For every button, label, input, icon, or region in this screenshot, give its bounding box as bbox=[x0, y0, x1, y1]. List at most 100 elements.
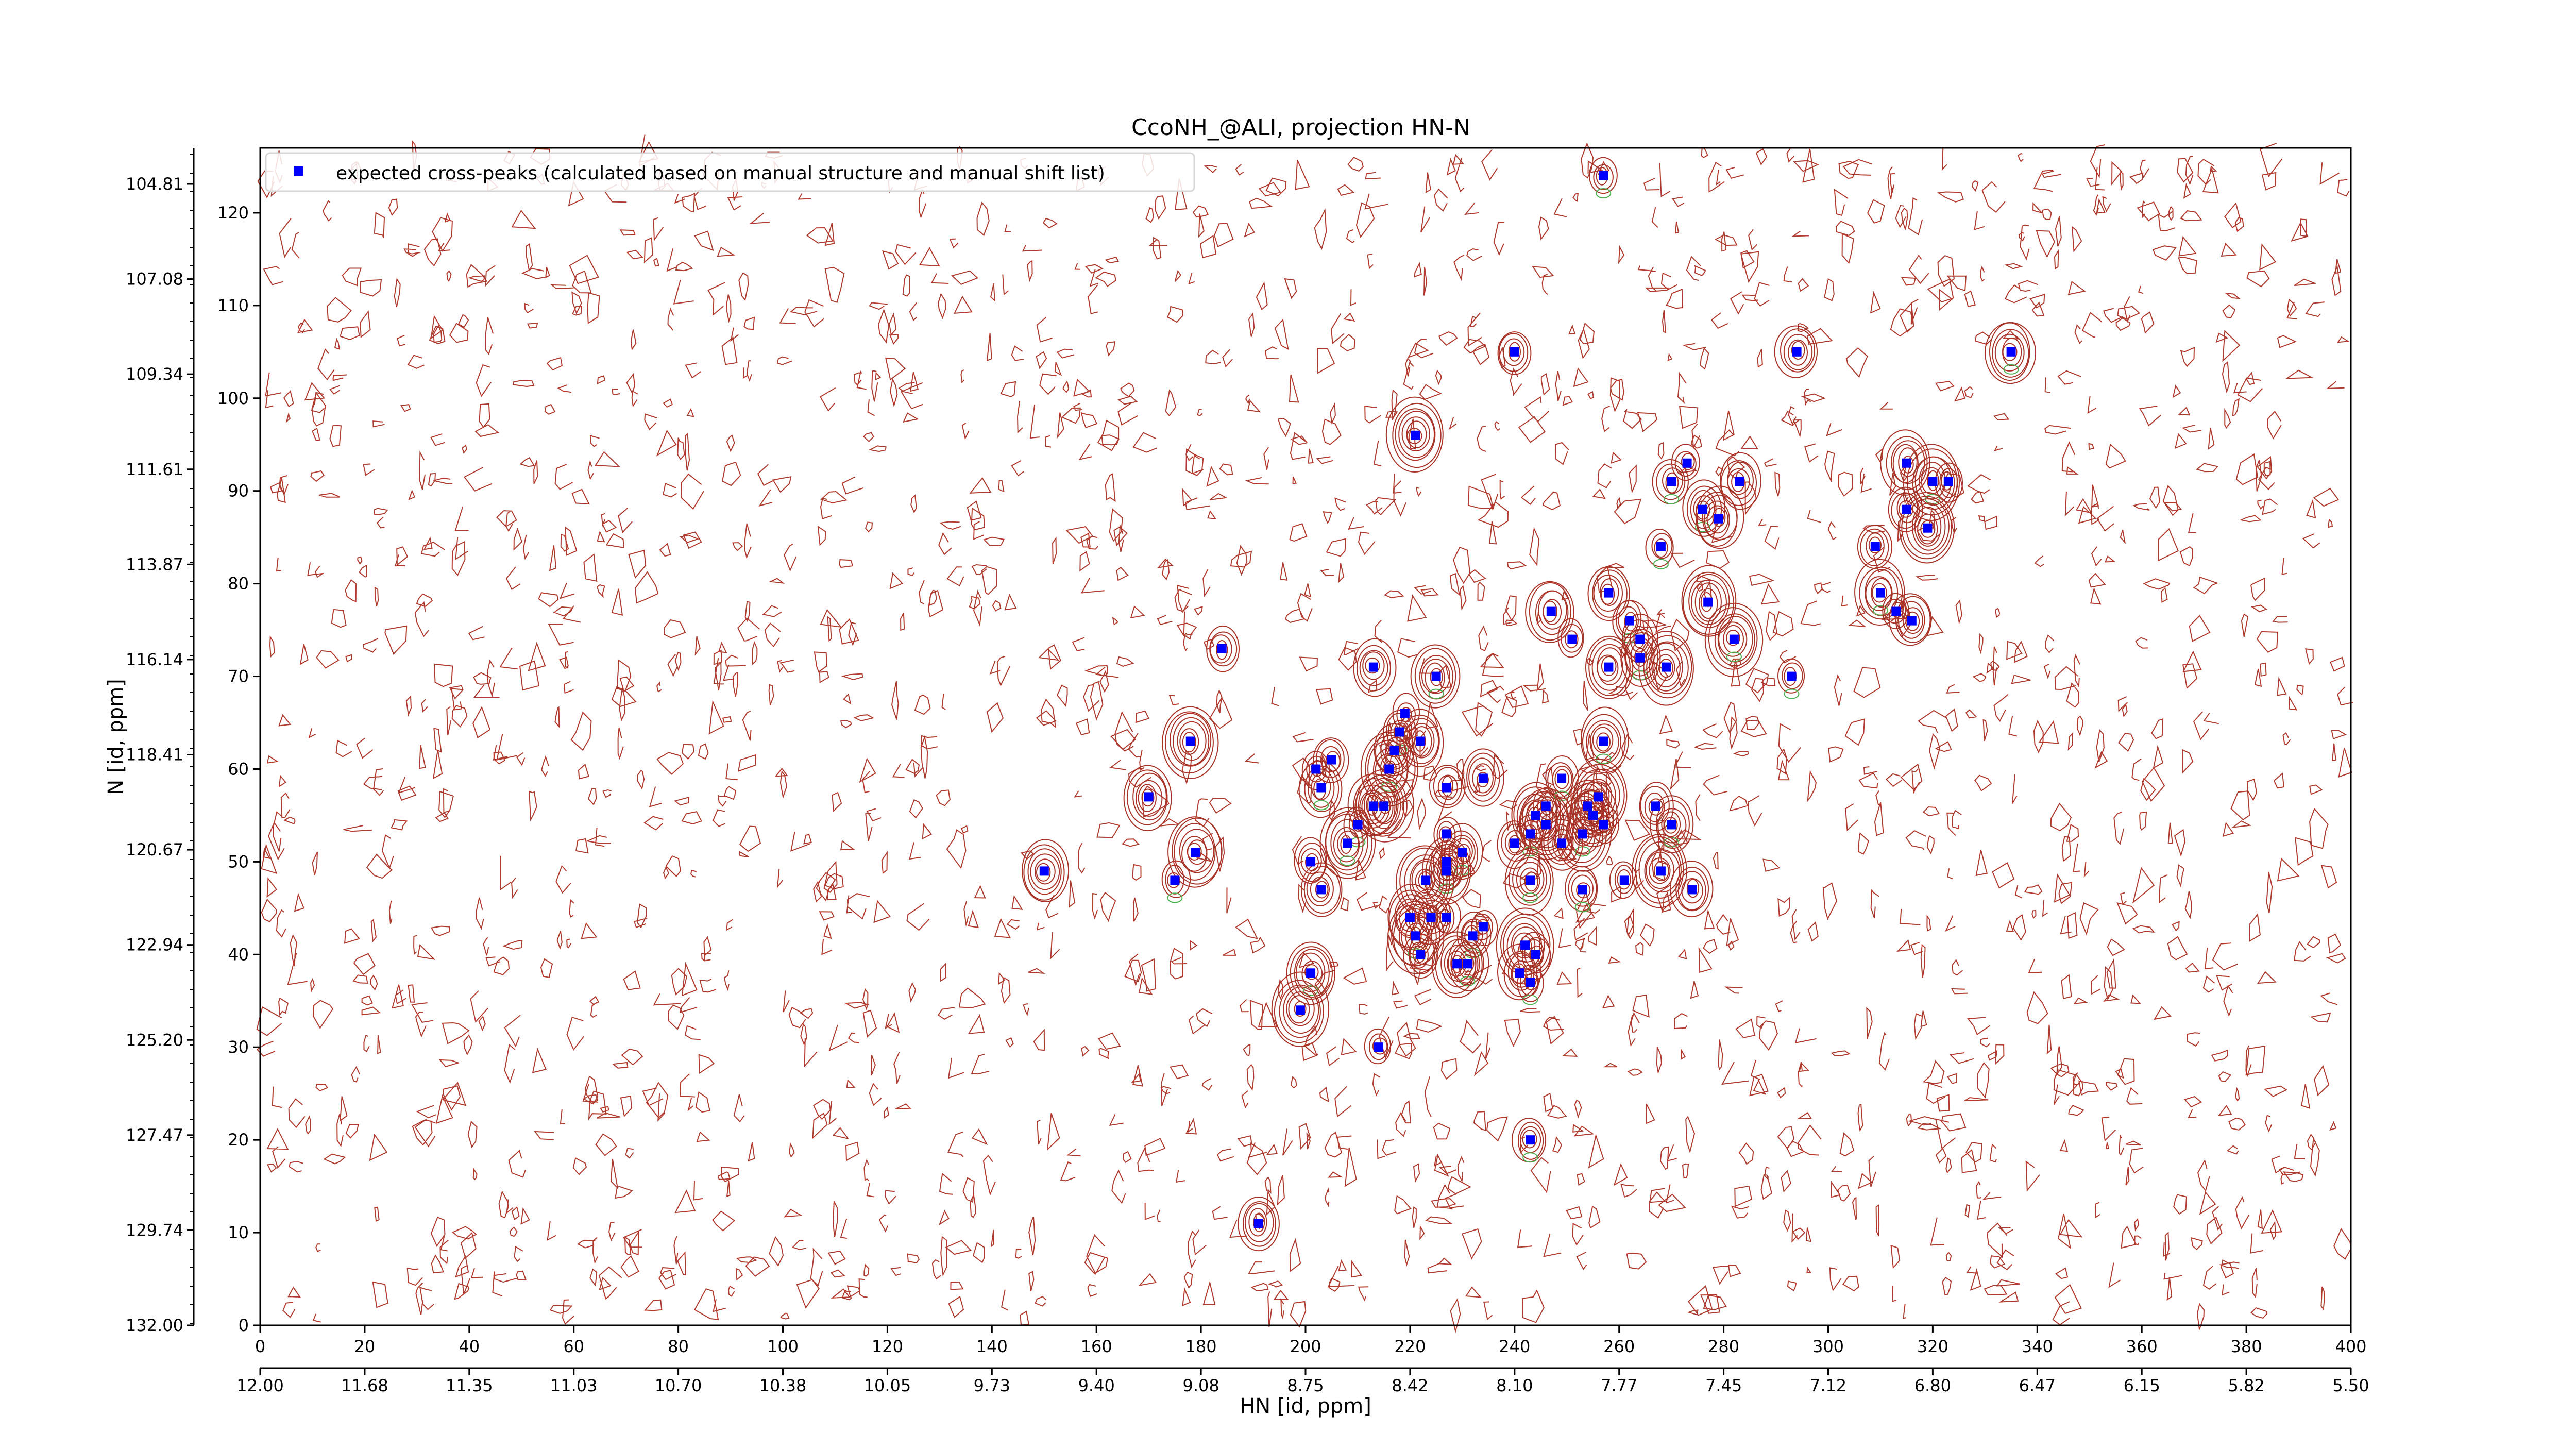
peak-contour bbox=[1645, 529, 1674, 569]
noise-contours bbox=[256, 134, 2354, 1334]
peak-contour bbox=[1589, 157, 1618, 198]
ppm-x-axis: 12.00 11.68 11.35 11.03 10.70 10.38 10.05 9.73 9… bbox=[236, 1368, 2369, 1395]
cross-peak-point bbox=[1599, 171, 1608, 180]
cross-peak-point bbox=[1416, 950, 1426, 959]
cross-peak-point bbox=[1526, 829, 1535, 839]
y-ppm-tick-label: 120.67 bbox=[126, 840, 183, 860]
peak-contour bbox=[1431, 931, 1483, 998]
y-ppm-tick-label: 111.61 bbox=[126, 460, 183, 479]
peak-contour bbox=[1385, 396, 1444, 473]
cross-peak-point bbox=[1416, 736, 1426, 746]
cross-peak-point bbox=[1442, 829, 1451, 839]
x-tick-label: 20 bbox=[354, 1337, 376, 1356]
y-tick-label: 110 bbox=[217, 296, 249, 315]
cross-peak-point bbox=[1442, 857, 1451, 867]
x-ppm-tick-label: 9.08 bbox=[1182, 1376, 1219, 1395]
x-ppm-tick-label: 7.45 bbox=[1705, 1376, 1742, 1395]
cross-peak-point bbox=[1144, 792, 1154, 802]
x-ppm-tick-label: 11.68 bbox=[341, 1376, 388, 1395]
cross-peak-point bbox=[1667, 477, 1676, 486]
cross-peak-point bbox=[1389, 746, 1399, 755]
peak-contour bbox=[1022, 839, 1070, 902]
x-tick-label: 360 bbox=[2126, 1337, 2158, 1356]
cross-peak-point bbox=[1478, 773, 1488, 783]
y-tick-label: 20 bbox=[228, 1130, 249, 1150]
cross-peak-point bbox=[1421, 875, 1431, 885]
x-ppm-tick-label: 10.05 bbox=[864, 1376, 911, 1395]
peak-contour bbox=[1704, 602, 1764, 678]
ppm-y-axis: 104.81 107.08 109.34 111.61 113.87 116.14 118.… bbox=[126, 154, 194, 1335]
legend: expected cross-peaks (calculated based o… bbox=[265, 152, 1195, 192]
cross-peak-point bbox=[1604, 588, 1614, 598]
cross-peak-point bbox=[1379, 801, 1389, 811]
cross-peak-point bbox=[2006, 347, 2016, 357]
x-ppm-tick-label: 8.10 bbox=[1496, 1376, 1533, 1395]
cross-peak-point bbox=[1431, 671, 1441, 681]
x-tick-label: 240 bbox=[1499, 1337, 1530, 1356]
cross-peak-point bbox=[1442, 866, 1451, 876]
x-tick-label: 100 bbox=[767, 1337, 799, 1356]
x-ppm-tick-label: 8.75 bbox=[1287, 1376, 1324, 1395]
y-tick-label: 120 bbox=[217, 203, 249, 223]
peak-contour bbox=[1587, 566, 1630, 621]
x-axis-label: HN [id, ppm] bbox=[1240, 1394, 1371, 1418]
peak-contour bbox=[1300, 862, 1343, 917]
y-ppm-tick-label: 132.00 bbox=[126, 1316, 183, 1335]
cross-peak-point bbox=[1578, 885, 1587, 895]
cross-peak-point bbox=[1619, 875, 1629, 885]
cross-peak-point bbox=[1546, 606, 1556, 616]
peak-contour bbox=[1888, 486, 1923, 533]
cross-peak-point bbox=[1729, 634, 1739, 644]
x-tick-label: 80 bbox=[668, 1337, 689, 1356]
y-ppm-tick-label: 122.94 bbox=[126, 935, 183, 955]
cross-peak-point bbox=[1458, 848, 1467, 857]
peak-contour bbox=[1670, 861, 1714, 918]
cross-peak-point bbox=[1526, 875, 1535, 885]
cross-peak-point bbox=[1526, 1135, 1535, 1145]
cross-peak-point bbox=[1526, 978, 1535, 987]
x-ppm-tick-label: 11.35 bbox=[446, 1376, 493, 1395]
peak-contour bbox=[1298, 760, 1343, 818]
y-ppm-tick-label: 125.20 bbox=[126, 1030, 183, 1050]
y-axis: 0 10 20 30 40 50 60 70 80 90 100 110 120 bbox=[217, 203, 260, 1335]
y-ppm-tick-label: 109.34 bbox=[126, 364, 183, 384]
spectrum-contours bbox=[256, 134, 2354, 1334]
peak-contour bbox=[1497, 331, 1532, 375]
cross-peak-point bbox=[1792, 347, 1802, 357]
cross-peak-point bbox=[1343, 838, 1352, 848]
cross-peak-point bbox=[1714, 514, 1723, 524]
y-ppm-tick-label: 118.41 bbox=[126, 745, 183, 765]
peak-contour bbox=[1319, 807, 1376, 879]
cross-peak-point bbox=[1588, 811, 1598, 820]
cross-peak-point bbox=[1735, 477, 1744, 486]
cross-peak-point bbox=[1531, 950, 1540, 959]
x-tick-label: 280 bbox=[1708, 1337, 1739, 1356]
cross-peak-point bbox=[1353, 820, 1363, 830]
x-tick-label: 160 bbox=[1081, 1337, 1112, 1356]
peak-contour bbox=[1899, 492, 1955, 564]
peak-contour bbox=[1557, 618, 1584, 658]
cross-peak-point bbox=[1442, 783, 1451, 793]
cross-peak-point bbox=[1311, 764, 1321, 774]
peak-contour bbox=[1652, 459, 1689, 504]
x-ppm-tick-label: 11.03 bbox=[550, 1376, 598, 1395]
peak-contour bbox=[1497, 943, 1541, 1001]
x-tick-label: 340 bbox=[2022, 1337, 2053, 1356]
x-tick-label: 60 bbox=[563, 1337, 584, 1356]
x-ppm-tick-label: 7.77 bbox=[1601, 1376, 1637, 1395]
x-ppm-tick-label: 12.00 bbox=[236, 1376, 284, 1395]
cross-peak-point bbox=[1191, 848, 1200, 857]
cross-peak-point bbox=[1604, 662, 1614, 672]
cross-peak-point bbox=[1452, 959, 1462, 969]
y-axis-label: N [id, ppm] bbox=[104, 679, 128, 795]
peak-contour bbox=[1294, 837, 1327, 884]
cross-peak-point bbox=[1185, 736, 1195, 746]
cross-peak-point bbox=[1510, 838, 1519, 848]
peak-contour bbox=[1565, 866, 1598, 913]
cross-peak-point bbox=[1923, 523, 1933, 533]
peak-contour bbox=[1541, 815, 1584, 871]
peak-contour bbox=[1271, 971, 1330, 1047]
cross-peak-point bbox=[1463, 959, 1472, 969]
